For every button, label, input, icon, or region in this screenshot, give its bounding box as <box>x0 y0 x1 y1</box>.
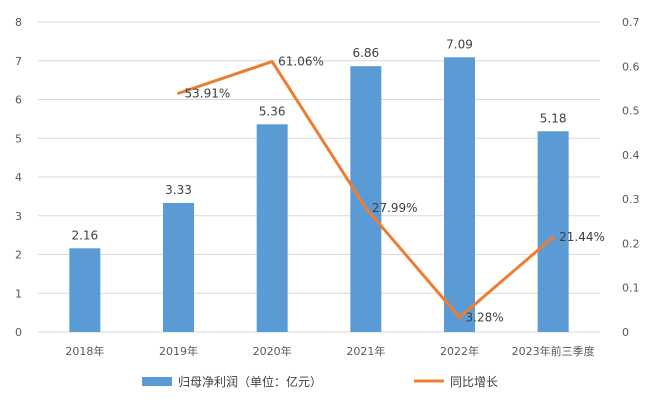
bar-value-label: 6.86 <box>352 46 379 60</box>
bar <box>537 131 569 332</box>
legend: 归母净利润（单位：亿元） 同比增长 <box>142 374 498 389</box>
bar-value-label: 2.16 <box>71 228 98 242</box>
y-right-tick-label: 0.3 <box>622 193 640 206</box>
bar <box>256 124 288 332</box>
y-right-tick-label: 0 <box>622 326 629 339</box>
x-tick-label: 2021年 <box>346 344 385 358</box>
x-tick-label: 2020年 <box>253 344 292 358</box>
y-left-tick-label: 5 <box>15 132 22 145</box>
y-left-tick-label: 6 <box>15 94 22 107</box>
bar <box>444 57 475 332</box>
data-labels: 2.16 3.33 5.36 6.86 7.09 5.18 53.91% 61.06% 27.9… <box>71 37 604 324</box>
axes: 0 1 2 3 4 5 6 7 8 0 0.1 0.2 0.3 0.4 0.5 0.6 0.7 2018年 2019… <box>15 16 640 358</box>
y-right-tick-label: 0.4 <box>622 149 640 162</box>
legend-swatch-bar <box>142 377 172 386</box>
bar-value-label: 3.33 <box>165 183 192 197</box>
x-tick-label: 2022年 <box>440 344 479 358</box>
x-tick-label: 2019年 <box>159 344 198 358</box>
y-right-tick-label: 0.2 <box>622 237 640 250</box>
y-right-tick-label: 0.5 <box>622 105 640 118</box>
bar-value-label: 7.09 <box>446 37 473 51</box>
bar-value-label: 5.36 <box>259 104 286 118</box>
bar-series <box>69 57 569 333</box>
y-left-tick-label: 3 <box>15 210 22 223</box>
line-series <box>177 60 555 319</box>
y-left-tick-label: 0 <box>15 326 22 339</box>
x-tick-label: 2023年前三季度 <box>512 344 595 358</box>
bar <box>69 248 101 332</box>
line-value-label: 27.99% <box>372 201 418 215</box>
line-value-label: 3.28% <box>466 310 504 324</box>
growth-line <box>177 60 555 319</box>
y-left-tick-label: 1 <box>15 287 22 300</box>
y-left-tick-label: 7 <box>15 55 22 68</box>
y-right-tick-label: 0.6 <box>622 60 640 73</box>
gridlines <box>38 21 600 333</box>
line-value-label: 61.06% <box>278 55 324 69</box>
y-left-tick-label: 4 <box>15 171 22 184</box>
bar <box>350 66 382 333</box>
y-left-tick-label: 2 <box>15 249 22 262</box>
x-tick-label: 2018年 <box>65 344 104 358</box>
y-right-tick-label: 0.1 <box>622 282 640 295</box>
line-value-label: 21.44% <box>559 230 605 244</box>
legend-label-line: 同比增长 <box>450 375 498 389</box>
bar-value-label: 5.18 <box>540 111 567 125</box>
line-value-label: 53.91% <box>185 86 231 100</box>
legend-label-bar: 归母净利润（单位：亿元） <box>178 374 322 389</box>
bar <box>163 202 194 332</box>
y-right-tick-label: 0.7 <box>622 16 640 29</box>
y-left-tick-label: 8 <box>15 16 22 29</box>
